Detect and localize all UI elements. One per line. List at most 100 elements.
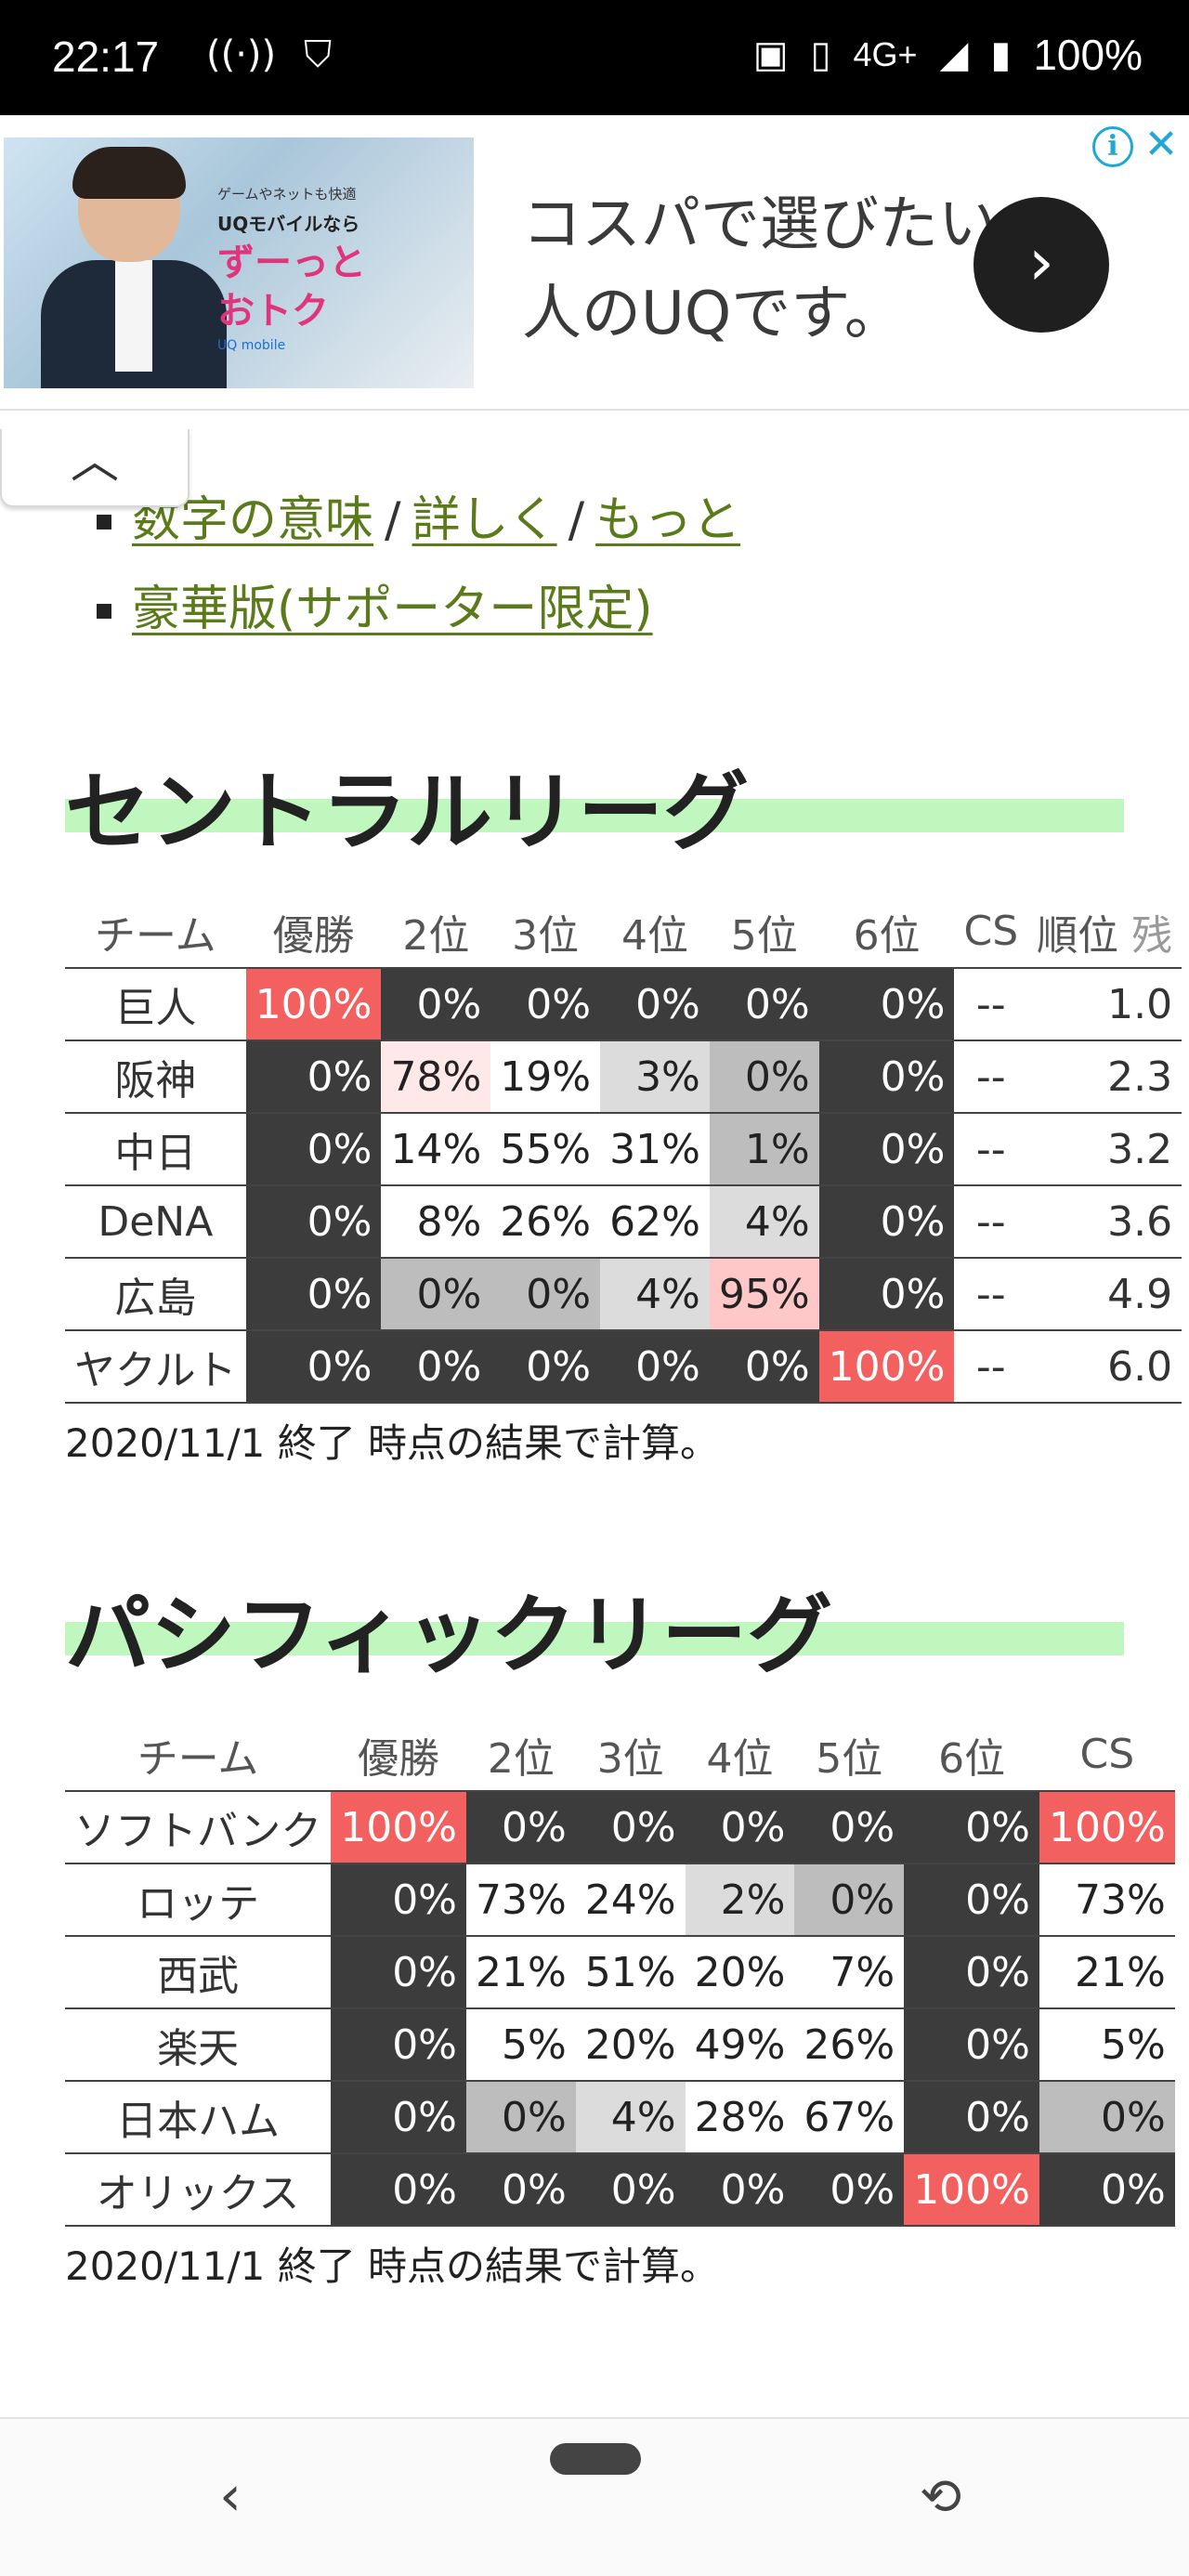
col-6th: 6位 [938, 1734, 1006, 1783]
pct-cell: 0% [381, 967, 491, 1040]
status-bar: 22:17 ((·)) ⛉ ▣ ▯ 4G+ ◢ ▮ 100% [0, 0, 1189, 115]
cs-cell: -- [954, 1329, 1028, 1404]
table-row: DeNA 0% 8% 26% 62% 4% 0% -- 3.6 [65, 1184, 1182, 1258]
pct-cell: 0% [381, 1329, 491, 1404]
ad-banner[interactable]: ゲームやネットも快適 UQモバイルなら ずーっと おトク UQ mobile コ… [0, 115, 1189, 411]
pct-cell: 0% [466, 2152, 576, 2227]
pct-cell: 0% [904, 1935, 1039, 2008]
ad-headline-line-1: コスパで選びたい [522, 190, 998, 259]
ad-big-copy-2: おトク [217, 290, 329, 333]
ad-brand: UQ mobile [217, 338, 286, 353]
pct-cell: 73% [466, 1863, 576, 1936]
pct-cell: 0% [709, 1040, 819, 1113]
battery-level: 100% [1033, 31, 1143, 79]
pct-cell: 14% [381, 1112, 491, 1185]
cs-pct-cell: 73% [1039, 1863, 1175, 1936]
cs-cell: -- [954, 1184, 1028, 1258]
pct-cell: 0% [466, 1790, 576, 1863]
pacific-league-heading: パシフィックリーグ [65, 1566, 1124, 1685]
pct-cell: 0% [490, 967, 601, 1040]
pct-cell: 20% [685, 1935, 795, 2008]
pct-cell: 0% [245, 1184, 382, 1258]
cs-cell: -- [954, 1112, 1028, 1185]
pct-cell: 0% [685, 2152, 795, 2227]
pct-cell: 0% [466, 2080, 576, 2153]
rank-cell: 3.2 [1027, 1112, 1182, 1185]
col-3rd: 3位 [596, 1734, 664, 1783]
pacific-league-table: チーム 優勝 2位 3位 4位 5位 6位 CS ソフトバンク 100% 0% … [65, 1719, 1175, 2227]
pct-cell: 0% [331, 2152, 466, 2227]
pct-cell: 4% [575, 2080, 686, 2153]
cs-pct-cell: 0% [1039, 2080, 1175, 2153]
pct-cell: 62% [600, 1184, 710, 1258]
pct-cell: 8% [381, 1184, 491, 1258]
pct-cell: 26% [794, 2007, 905, 2081]
pct-cell: 0% [331, 1863, 466, 1936]
ad-image[interactable]: ゲームやネットも快適 UQモバイルなら ずーっと おトク UQ mobile [4, 137, 474, 388]
pct-cell: 0% [245, 1040, 382, 1113]
pct-cell: 1% [709, 1112, 819, 1185]
col-rank-label: 順位 [1037, 911, 1119, 960]
ad-headline[interactable]: コスパで選びたい 人のUQです。 [522, 180, 998, 359]
col-4th: 4位 [621, 911, 688, 960]
cs-cell: -- [954, 1257, 1028, 1330]
pct-cell: 0% [818, 967, 955, 1040]
link-details[interactable]: 詳しく [412, 492, 557, 548]
ad-headline-line-2: 人のUQです。 [522, 280, 904, 348]
rotate-icon[interactable]: ⟲ [920, 2467, 962, 2526]
ad-close-icon[interactable]: ✕ [1143, 121, 1179, 168]
ad-next-button[interactable]: › [973, 197, 1109, 333]
col-cs: CS [1079, 1731, 1135, 1778]
pct-cell: 0% [685, 1790, 795, 1863]
team-name: ヤクルト [65, 1329, 246, 1404]
ad-collapse-button[interactable]: ︿ [0, 429, 189, 507]
pct-cell: 0% [490, 1257, 601, 1330]
pct-cell: 0% [245, 1112, 382, 1185]
team-name: オリックス [65, 2152, 332, 2227]
cs-cell: -- [954, 967, 1028, 1040]
team-name: 広島 [65, 1257, 246, 1330]
pct-cell: 0% [818, 1040, 955, 1113]
pct-cell: 0% [818, 1184, 955, 1258]
next-section-heading: 規定勝率 [65, 2384, 1124, 2419]
central-league-table: チーム 優勝 2位 3位 4位 5位 6位 CS 順位 残 巨人 100% 0%… [65, 896, 1182, 1404]
pct-cell: 0% [245, 1329, 382, 1404]
col-cs: CS [963, 908, 1019, 955]
team-name: ロッテ [65, 1863, 332, 1936]
pct-cell: 0% [794, 2152, 905, 2227]
col-4th: 4位 [706, 1734, 774, 1783]
col-team: チーム [95, 911, 216, 960]
heading-highlight [65, 1622, 1124, 1655]
pct-cell: 0% [794, 1863, 905, 1936]
pct-cell: 0% [709, 967, 819, 1040]
link-more[interactable]: もっと [595, 492, 741, 548]
table-row: ヤクルト 0% 0% 0% 0% 0% 100% -- 6.0 [65, 1329, 1182, 1404]
pacific-league-title: パシフィックリーグ [65, 1586, 833, 1685]
ad-info-icon[interactable]: i [1092, 126, 1133, 167]
col-2nd: 2位 [487, 1734, 555, 1783]
link-deluxe[interactable]: 豪華版(サポーター限定) [132, 582, 653, 637]
team-name: 巨人 [65, 967, 246, 1040]
col-2nd: 2位 [402, 911, 470, 960]
col-team: チーム [137, 1734, 259, 1783]
table-header-row: チーム 優勝 2位 3位 4位 5位 6位 CS [65, 1719, 1175, 1791]
pct-cell: 0% [904, 2007, 1039, 2081]
pct-cell: 0% [600, 1329, 710, 1404]
system-nav-bar: ‹ ⟲ [0, 2417, 1189, 2576]
pct-cell: 7% [794, 1935, 905, 2008]
rank-cell: 4.9 [1027, 1257, 1182, 1330]
back-icon[interactable]: ‹ [219, 2464, 242, 2529]
pct-cell: 31% [600, 1112, 710, 1185]
pct-cell: 26% [490, 1184, 601, 1258]
pct-cell: 100% [331, 1790, 466, 1863]
pct-cell: 0% [381, 1257, 491, 1330]
vibrate-icon: ▯ [810, 34, 831, 75]
table-row: 中日 0% 14% 55% 31% 1% 0% -- 3.2 [65, 1112, 1182, 1185]
home-pill-button[interactable] [550, 2443, 641, 2475]
pct-cell: 0% [245, 1257, 382, 1330]
battery-icon: ▮ [990, 34, 1012, 75]
col-champion: 優勝 [272, 911, 355, 960]
pct-cell: 67% [794, 2080, 905, 2153]
rank-cell: 6.0 [1027, 1329, 1182, 1404]
cast-icon: ▣ [752, 34, 789, 75]
